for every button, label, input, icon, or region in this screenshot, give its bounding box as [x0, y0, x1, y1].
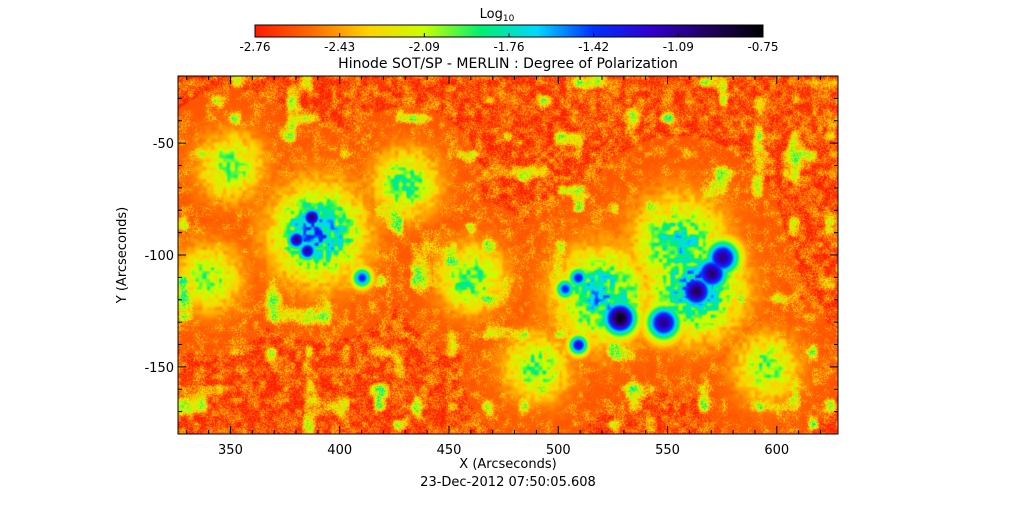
colorbar-tick-label: -0.75: [747, 40, 778, 54]
y-tick-label: -50: [153, 137, 174, 152]
x-tick-label: 350: [218, 443, 243, 458]
x-tick-label: 500: [546, 443, 571, 458]
colorbar-tick-label: -2.76: [239, 40, 270, 54]
x-axis: 350 400 450 500 550 600: [186, 76, 822, 458]
x-tick-label: 600: [764, 443, 789, 458]
colorbar-tick-label: -2.09: [409, 40, 440, 54]
colorbar-label: Log10: [480, 7, 515, 24]
timestamp: 23-Dec-2012 07:50:05.608: [420, 475, 596, 490]
y-tick-label: -150: [144, 361, 174, 376]
x-tick-label: 450: [437, 443, 462, 458]
colorbar-tick-label: -1.42: [578, 40, 609, 54]
colorbar-tick-label: -1.76: [493, 40, 524, 54]
chart-title: Hinode SOT/SP - MERLIN : Degree of Polar…: [338, 56, 678, 72]
y-axis: -50 -100 -150: [144, 97, 838, 413]
heatmap-canvas: [178, 76, 838, 434]
x-tick-label: 550: [655, 443, 680, 458]
y-tick-label: -100: [144, 249, 174, 264]
heatmap-container: [178, 76, 838, 434]
x-axis-label: X (Arcseconds): [459, 457, 556, 472]
colorbar-tick-label: -2.43: [324, 40, 355, 54]
y-axis-label: Y (Arcseconds): [115, 207, 130, 304]
colorbar-ticks: -2.76 -2.43 -2.09 -1.76 -1.42 -1.09 -0.75: [239, 33, 779, 54]
colorbar-tick-label: -1.09: [663, 40, 694, 54]
x-tick-label: 400: [327, 443, 352, 458]
